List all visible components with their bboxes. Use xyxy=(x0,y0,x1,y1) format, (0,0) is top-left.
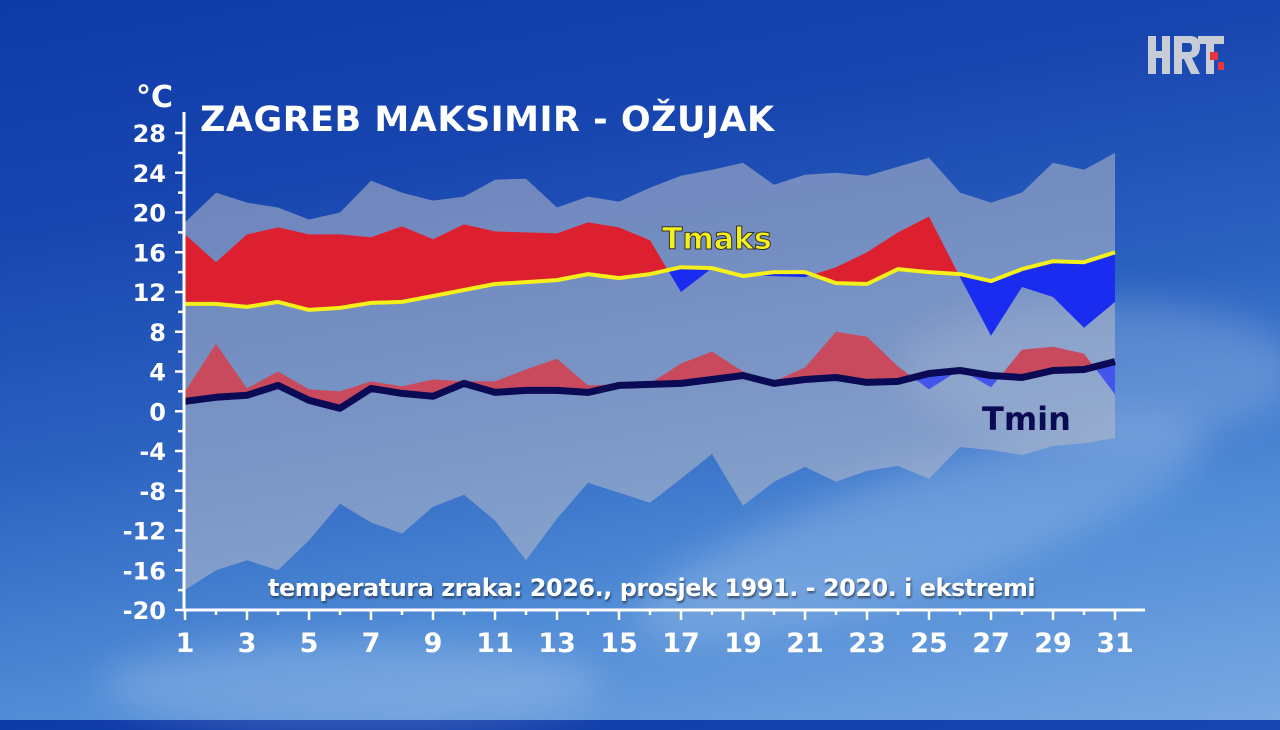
x-tick-label: 25 xyxy=(910,628,948,659)
y-tick-label: 0 xyxy=(149,398,166,426)
x-tick-label: 13 xyxy=(538,628,576,659)
tmax-above-average-area xyxy=(185,216,1115,310)
x-tick-label: 7 xyxy=(362,628,381,659)
tmin-above-average-area xyxy=(185,331,1115,409)
chart-subtitle: temperatura zraka: 2026., prosjek 1991. … xyxy=(268,574,1036,602)
tmin-label: Tmin xyxy=(982,400,1071,438)
y-tick-label: -4 xyxy=(139,438,166,466)
x-tick-label: 15 xyxy=(600,628,638,659)
x-tick-label: 23 xyxy=(848,628,886,659)
y-tick-label: -8 xyxy=(139,478,166,506)
y-tick-label: -16 xyxy=(123,557,166,585)
x-tick-label: 29 xyxy=(1034,628,1072,659)
x-tick-label: 31 xyxy=(1096,628,1134,659)
x-tick-label: 5 xyxy=(300,628,319,659)
y-tick-label: -20 xyxy=(123,597,166,625)
unit-label: °C xyxy=(136,80,174,115)
y-tick-label: 4 xyxy=(149,359,166,387)
x-tick-label: 27 xyxy=(972,628,1010,659)
background-cloud xyxy=(100,640,600,730)
tmin-average-line xyxy=(184,358,1116,412)
x-tick-label: 11 xyxy=(476,628,514,659)
y-tick-label: 8 xyxy=(149,319,166,347)
y-tick-label: 12 xyxy=(133,279,166,307)
chart-title: ZAGREB MAKSIMIR - OŽUJAK xyxy=(200,100,775,140)
x-tick-label: 21 xyxy=(786,628,824,659)
y-tick-label: -12 xyxy=(123,518,166,546)
y-tick-label: 24 xyxy=(133,160,166,188)
y-tick-label: 28 xyxy=(133,120,166,148)
x-tick-label: 1 xyxy=(176,628,195,659)
tmax-label: Tmaks xyxy=(662,222,773,258)
y-tick-label: 16 xyxy=(133,239,166,267)
x-tick-label: 3 xyxy=(238,628,257,659)
hrt-logo-icon xyxy=(1148,36,1224,74)
tmax-average-line xyxy=(185,250,1116,312)
y-tick-label: 20 xyxy=(133,200,166,228)
x-tick-label: 17 xyxy=(662,628,700,659)
x-tick-label: 9 xyxy=(424,628,443,659)
x-tick-label: 19 xyxy=(724,628,762,659)
